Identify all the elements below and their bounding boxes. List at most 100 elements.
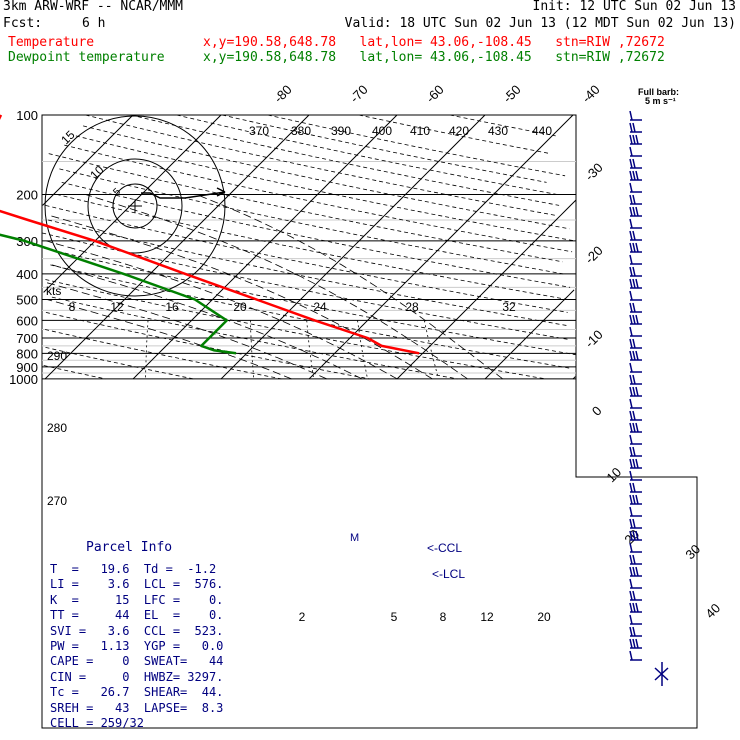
dewpoint-location-info: x,y=190.58,648.78 lat,lon= 43.06,-108.45…	[203, 50, 665, 65]
mixing-ratio-label: 20	[537, 610, 551, 624]
moist-adiabat	[51, 264, 363, 380]
mixing-ratio-label: 5	[391, 610, 398, 624]
wind-barb-flag	[629, 206, 633, 217]
wind-barb-flag	[632, 410, 636, 421]
dry-adiabat	[43, 365, 106, 380]
dry-adiabat	[48, 153, 563, 263]
wind-barb	[629, 134, 642, 145]
temperature-tick-label: -50	[500, 82, 524, 106]
isotherm	[44, 114, 310, 380]
temperature-tick-label: 40	[702, 600, 723, 621]
wind-barb-flag	[629, 494, 633, 505]
dry-adiabat	[51, 296, 458, 380]
valid-time: Valid: 18 UTC Sun 02 Jun 13 (12 MDT Sun …	[344, 16, 736, 31]
wind-barb-flag	[629, 158, 633, 169]
hodograph-ring-label: 10	[87, 163, 107, 183]
wind-barb	[629, 254, 642, 265]
isotherm	[572, 376, 576, 380]
wind-barb	[629, 542, 642, 553]
wind-barb-flag	[629, 650, 633, 661]
dry-adiabat	[64, 144, 573, 253]
dry-adiabat	[50, 264, 570, 369]
dry-adiabat	[176, 114, 557, 195]
dry-adiabat	[59, 168, 564, 275]
hodograph-ring	[112, 183, 158, 229]
hodograph-ring-label: 15	[58, 128, 78, 148]
wind-barb-flag	[632, 350, 636, 361]
wind-barb-flag	[632, 230, 636, 241]
wind-barb-flag	[632, 518, 636, 529]
wind-barb	[629, 302, 642, 313]
pressure-label-200: 200	[16, 187, 38, 202]
wind-barb-flag	[635, 242, 639, 253]
wind-barb-flag	[629, 278, 633, 289]
dry-adiabat	[45, 329, 282, 380]
forecast-label: Fcst:	[3, 16, 43, 31]
wind-barb	[629, 434, 642, 445]
wind-barb	[629, 566, 642, 577]
wind-barb	[629, 410, 642, 421]
surface-wind-barb	[654, 662, 669, 686]
moist-adiabat	[84, 194, 468, 380]
dry-adiabat	[358, 114, 551, 154]
wind-barb-flag	[629, 578, 633, 589]
temperature-tick-label: 0	[589, 403, 605, 419]
mixing-ratio-label: 8	[440, 610, 447, 624]
parcel-marker-annotation: M	[350, 532, 359, 544]
wind-barb-flag	[635, 494, 639, 505]
wind-barb-flag	[629, 422, 633, 433]
wind-barb-flag	[635, 278, 639, 289]
wind-barb-flag	[629, 434, 633, 445]
wind-barb-flag	[629, 218, 633, 229]
wind-barb-flag	[629, 290, 633, 301]
dry-adiabat	[45, 205, 568, 313]
parcel-info-row: PW = 1.13 YGP = 0.0	[50, 639, 224, 653]
wind-barb	[629, 146, 642, 157]
dry-adiabat	[85, 114, 556, 216]
pressure-label-900: 900	[16, 360, 38, 375]
dry-adiabat	[45, 279, 546, 380]
wind-barb-flag	[629, 410, 633, 421]
temperature-legend-label: Temperature	[8, 35, 95, 50]
theta-label: 440	[532, 124, 552, 138]
wind-barb-flag	[629, 122, 633, 133]
mixing-ratio-label: 2	[299, 610, 306, 624]
theta-label: 370	[249, 124, 269, 138]
moist-adiabat	[46, 299, 292, 380]
dry-adiabat	[56, 194, 568, 300]
wind-barb	[629, 494, 642, 505]
temperature-tick-label: -30	[582, 160, 606, 184]
wind-barb-flag	[632, 314, 636, 325]
parcel-info-row: K = 15 LFC = 0.	[50, 592, 224, 607]
wind-barb-flag	[632, 194, 636, 205]
hodograph-trace	[141, 191, 226, 199]
hodograph-speed-label: 12	[110, 300, 124, 314]
mixing-ratio-line	[306, 320, 314, 379]
hodograph-ring	[44, 115, 226, 297]
dry-adiabat	[42, 232, 570, 340]
wind-barb	[629, 110, 642, 121]
wind-barb-flag	[632, 206, 636, 217]
wind-barb	[629, 470, 642, 481]
wind-barb	[629, 554, 642, 565]
hodograph-ring	[87, 158, 183, 254]
temperature-profile-line	[0, 114, 420, 355]
wind-barb-flag	[632, 602, 636, 613]
isotherm	[396, 199, 577, 380]
wind-barb-flag	[632, 458, 636, 469]
wind-barb-flag	[632, 482, 636, 493]
wind-barb	[629, 182, 642, 193]
wind-barb-flag	[635, 170, 639, 181]
wind-barb	[629, 398, 642, 409]
temperature-tick-label: 10	[603, 464, 624, 485]
temperature-tick-label: -40	[579, 82, 603, 106]
wind-barb	[629, 326, 642, 337]
wind-barb-flag	[635, 386, 639, 397]
wind-barb	[629, 314, 642, 325]
pressure-label-700: 700	[16, 331, 38, 346]
dry-adiabat	[61, 182, 571, 288]
parcel-info-row: CAPE = 0 SWEAT= 44	[50, 654, 224, 669]
wind-barb	[629, 650, 642, 661]
model-title: 3km ARW-WRF -- NCAR/MMM	[3, 0, 184, 14]
wind-barb	[629, 266, 642, 277]
